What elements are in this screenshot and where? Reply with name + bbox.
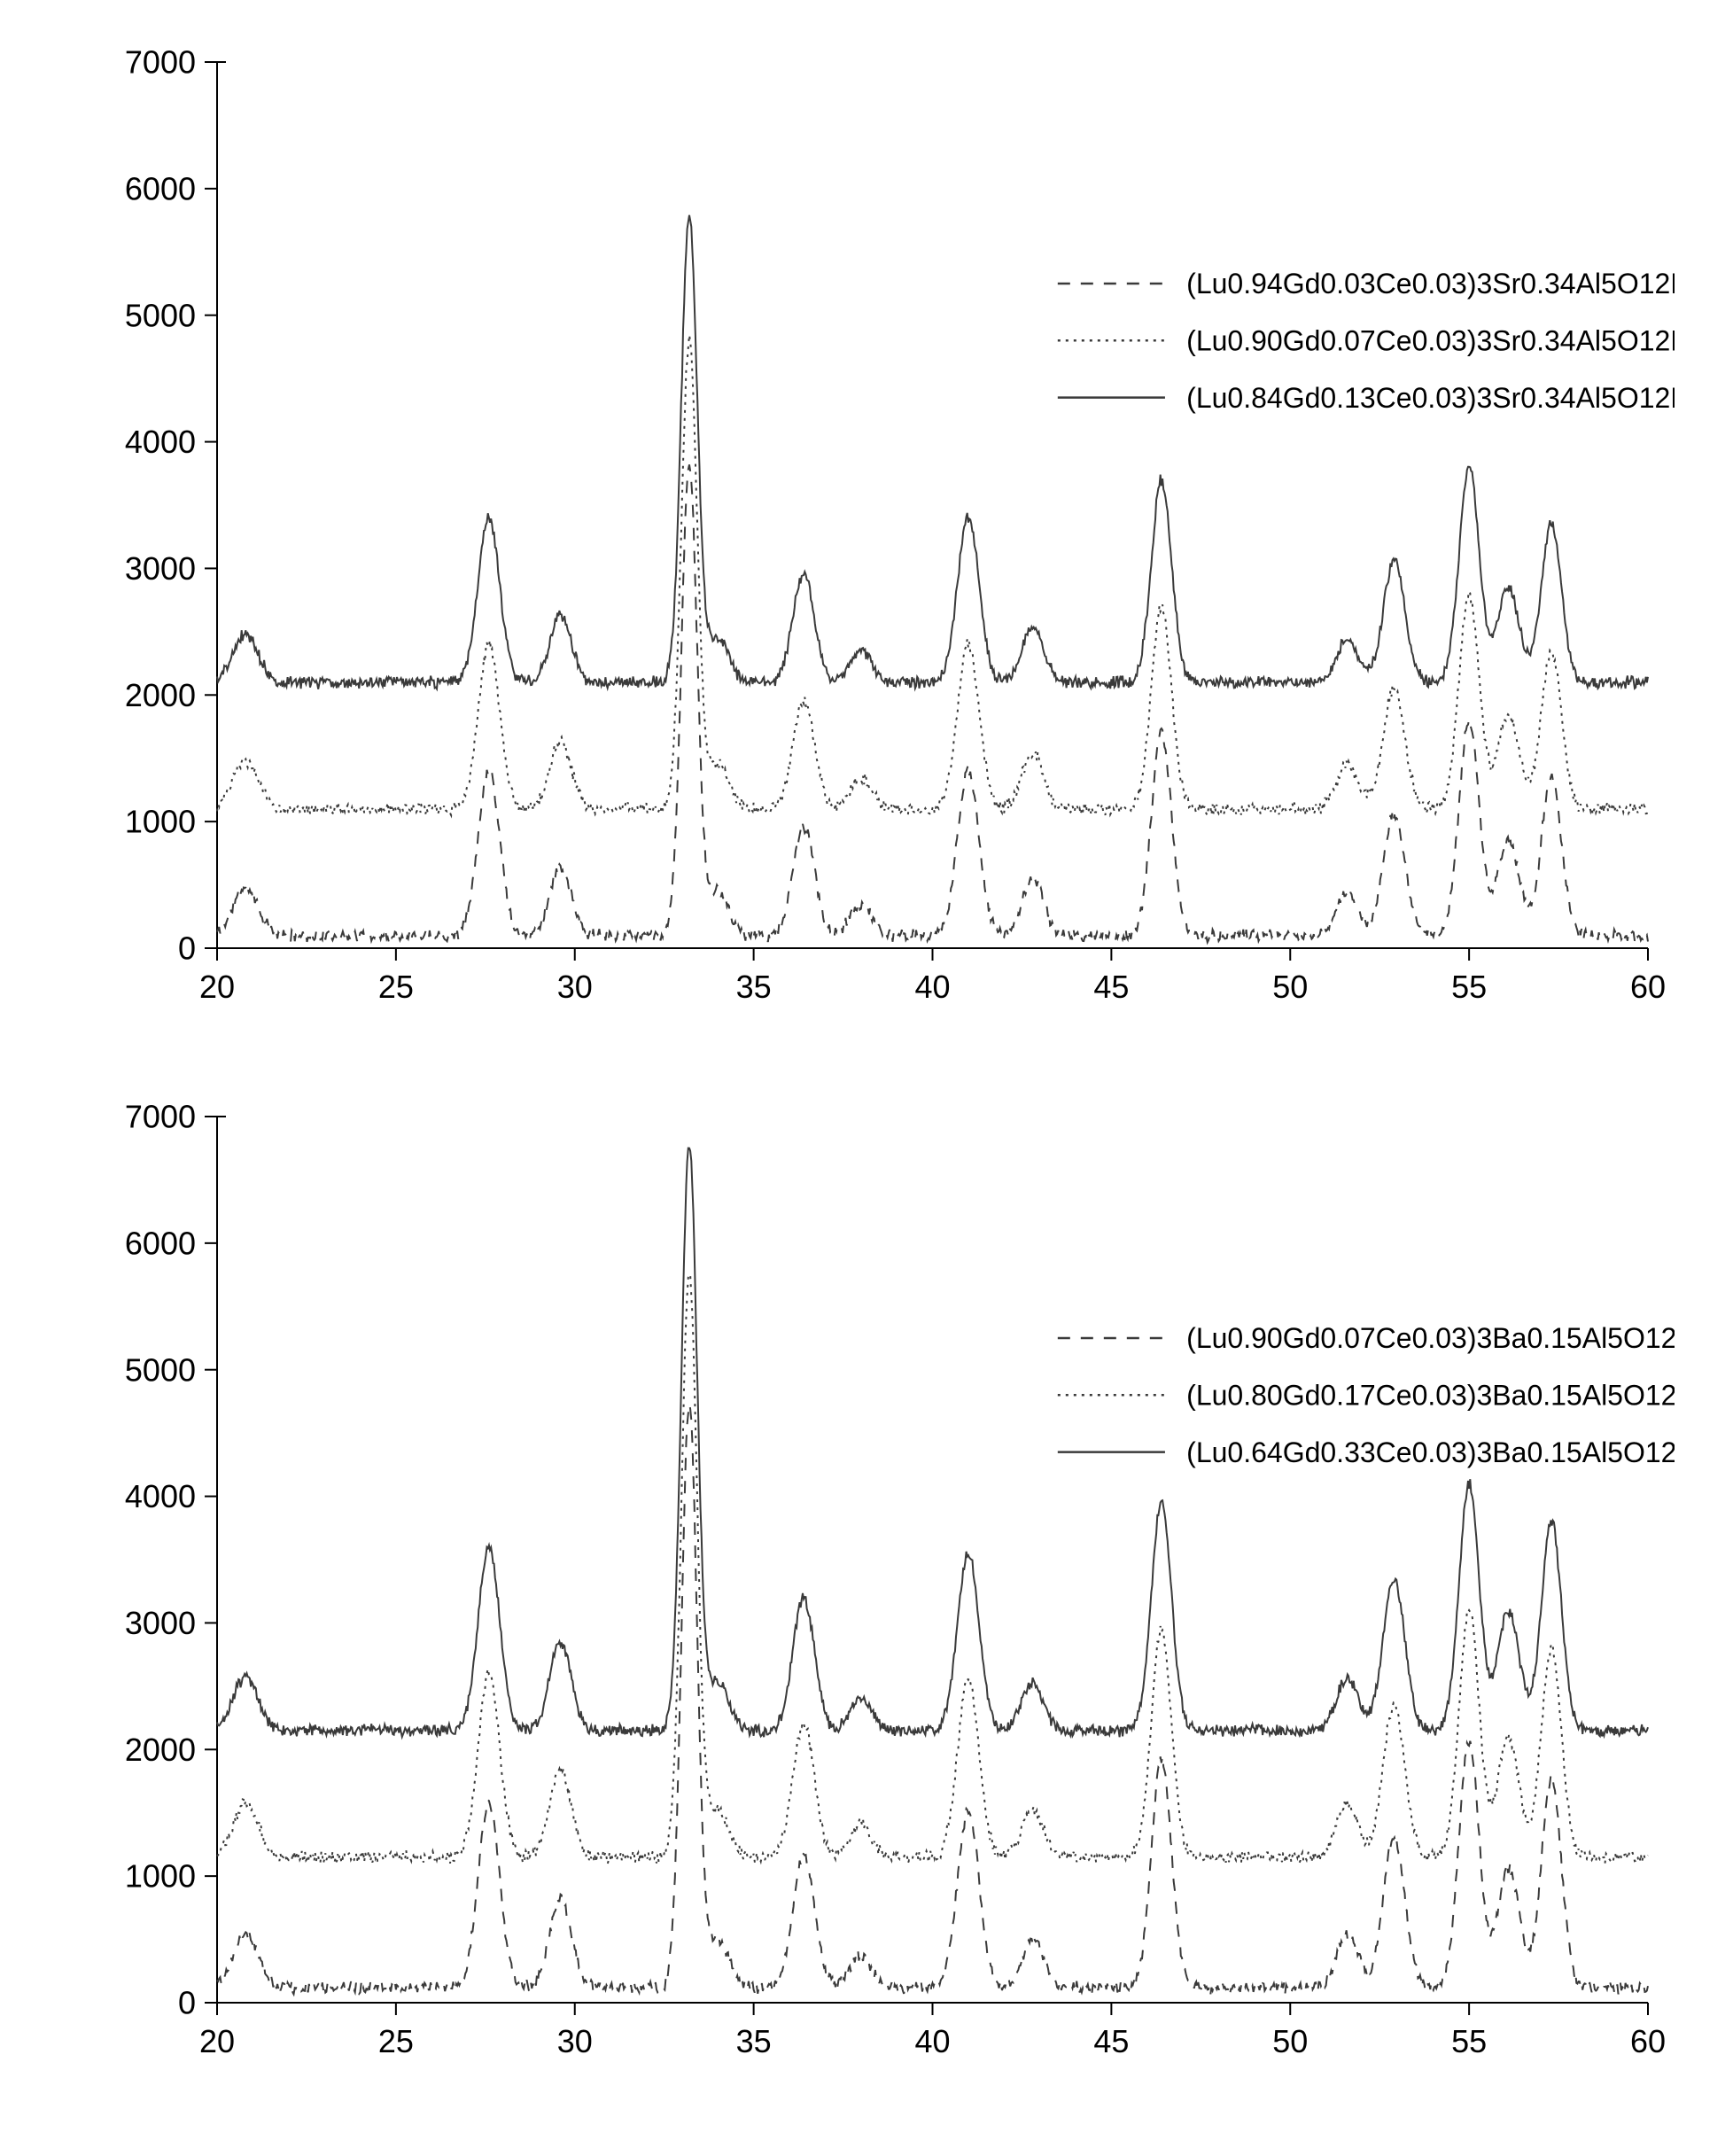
x-tick-label: 30 xyxy=(557,2023,593,2059)
x-tick-label: 20 xyxy=(199,969,235,1005)
x-tick-label: 55 xyxy=(1451,969,1487,1005)
x-tick-label: 20 xyxy=(199,2023,235,2059)
x-tick-label: 25 xyxy=(378,969,414,1005)
x-tick-label: 30 xyxy=(557,969,593,1005)
y-tick-label: 3000 xyxy=(125,550,196,587)
x-tick-label: 45 xyxy=(1093,2023,1129,2059)
x-tick-label: 60 xyxy=(1630,969,1666,1005)
legend-label: (Lu0.90Gd0.07Ce0.03)3Ba0.15Al5O12F0.30 xyxy=(1186,1322,1675,1354)
xrd-series-line xyxy=(217,1405,1648,1995)
x-tick-label: 55 xyxy=(1451,2023,1487,2059)
x-tick-label: 40 xyxy=(914,969,950,1005)
y-tick-label: 2000 xyxy=(125,677,196,713)
xrd-chart-bottom: 0 1000 2000 3000 4000 5000 6000 7000 20 25 30 35 40 4… xyxy=(53,1090,1675,2100)
y-tick-label: 3000 xyxy=(125,1605,196,1641)
legend-label: (Lu0.84Gd0.13Ce0.03)3Sr0.34Al5O12F0.68 xyxy=(1186,382,1675,414)
xrd-chart-top: 0 1000 2000 3000 4000 5000 6000 7000 20 25 30 35 40 4… xyxy=(53,35,1675,1046)
legend-label: (Lu0.64Gd0.33Ce0.03)3Ba0.15Al5O12F0.30 xyxy=(1186,1436,1675,1468)
x-tick-label: 25 xyxy=(378,2023,414,2059)
legend-label: (Lu0.94Gd0.03Ce0.03)3Sr0.34Al5O12F0.68 xyxy=(1186,268,1675,300)
y-tick-label: 6000 xyxy=(125,170,196,206)
y-tick-label: 7000 xyxy=(125,44,196,81)
legend-label: (Lu0.80Gd0.17Ce0.03)3Ba0.15Al5O12F0.30 xyxy=(1186,1379,1675,1411)
y-tick-label: 0 xyxy=(178,1985,196,2021)
x-tick-label: 60 xyxy=(1630,2023,1666,2059)
x-tick-label: 35 xyxy=(736,2023,772,2059)
xrd-series-line xyxy=(217,1274,1648,1864)
y-tick-label: 5000 xyxy=(125,297,196,333)
x-tick-label: 35 xyxy=(736,969,772,1005)
page: 0 1000 2000 3000 4000 5000 6000 7000 20 25 30 35 40 4… xyxy=(0,0,1733,2156)
x-tick-label: 50 xyxy=(1272,2023,1308,2059)
y-tick-label: 0 xyxy=(178,930,196,967)
legend-label: (Lu0.90Gd0.07Ce0.03)3Sr0.34Al5O12F0.68 xyxy=(1186,324,1675,356)
xrd-series-line xyxy=(217,464,1648,942)
x-tick-label: 45 xyxy=(1093,969,1129,1005)
y-tick-label: 6000 xyxy=(125,1225,196,1261)
y-tick-label: 7000 xyxy=(125,1099,196,1135)
y-tick-label: 5000 xyxy=(125,1351,196,1388)
y-tick-label: 2000 xyxy=(125,1732,196,1768)
y-tick-label: 4000 xyxy=(125,424,196,460)
x-tick-label: 50 xyxy=(1272,969,1308,1005)
y-tick-label: 4000 xyxy=(125,1478,196,1514)
y-tick-label: 1000 xyxy=(125,1858,196,1895)
y-tick-label: 1000 xyxy=(125,804,196,840)
x-tick-label: 40 xyxy=(914,2023,950,2059)
